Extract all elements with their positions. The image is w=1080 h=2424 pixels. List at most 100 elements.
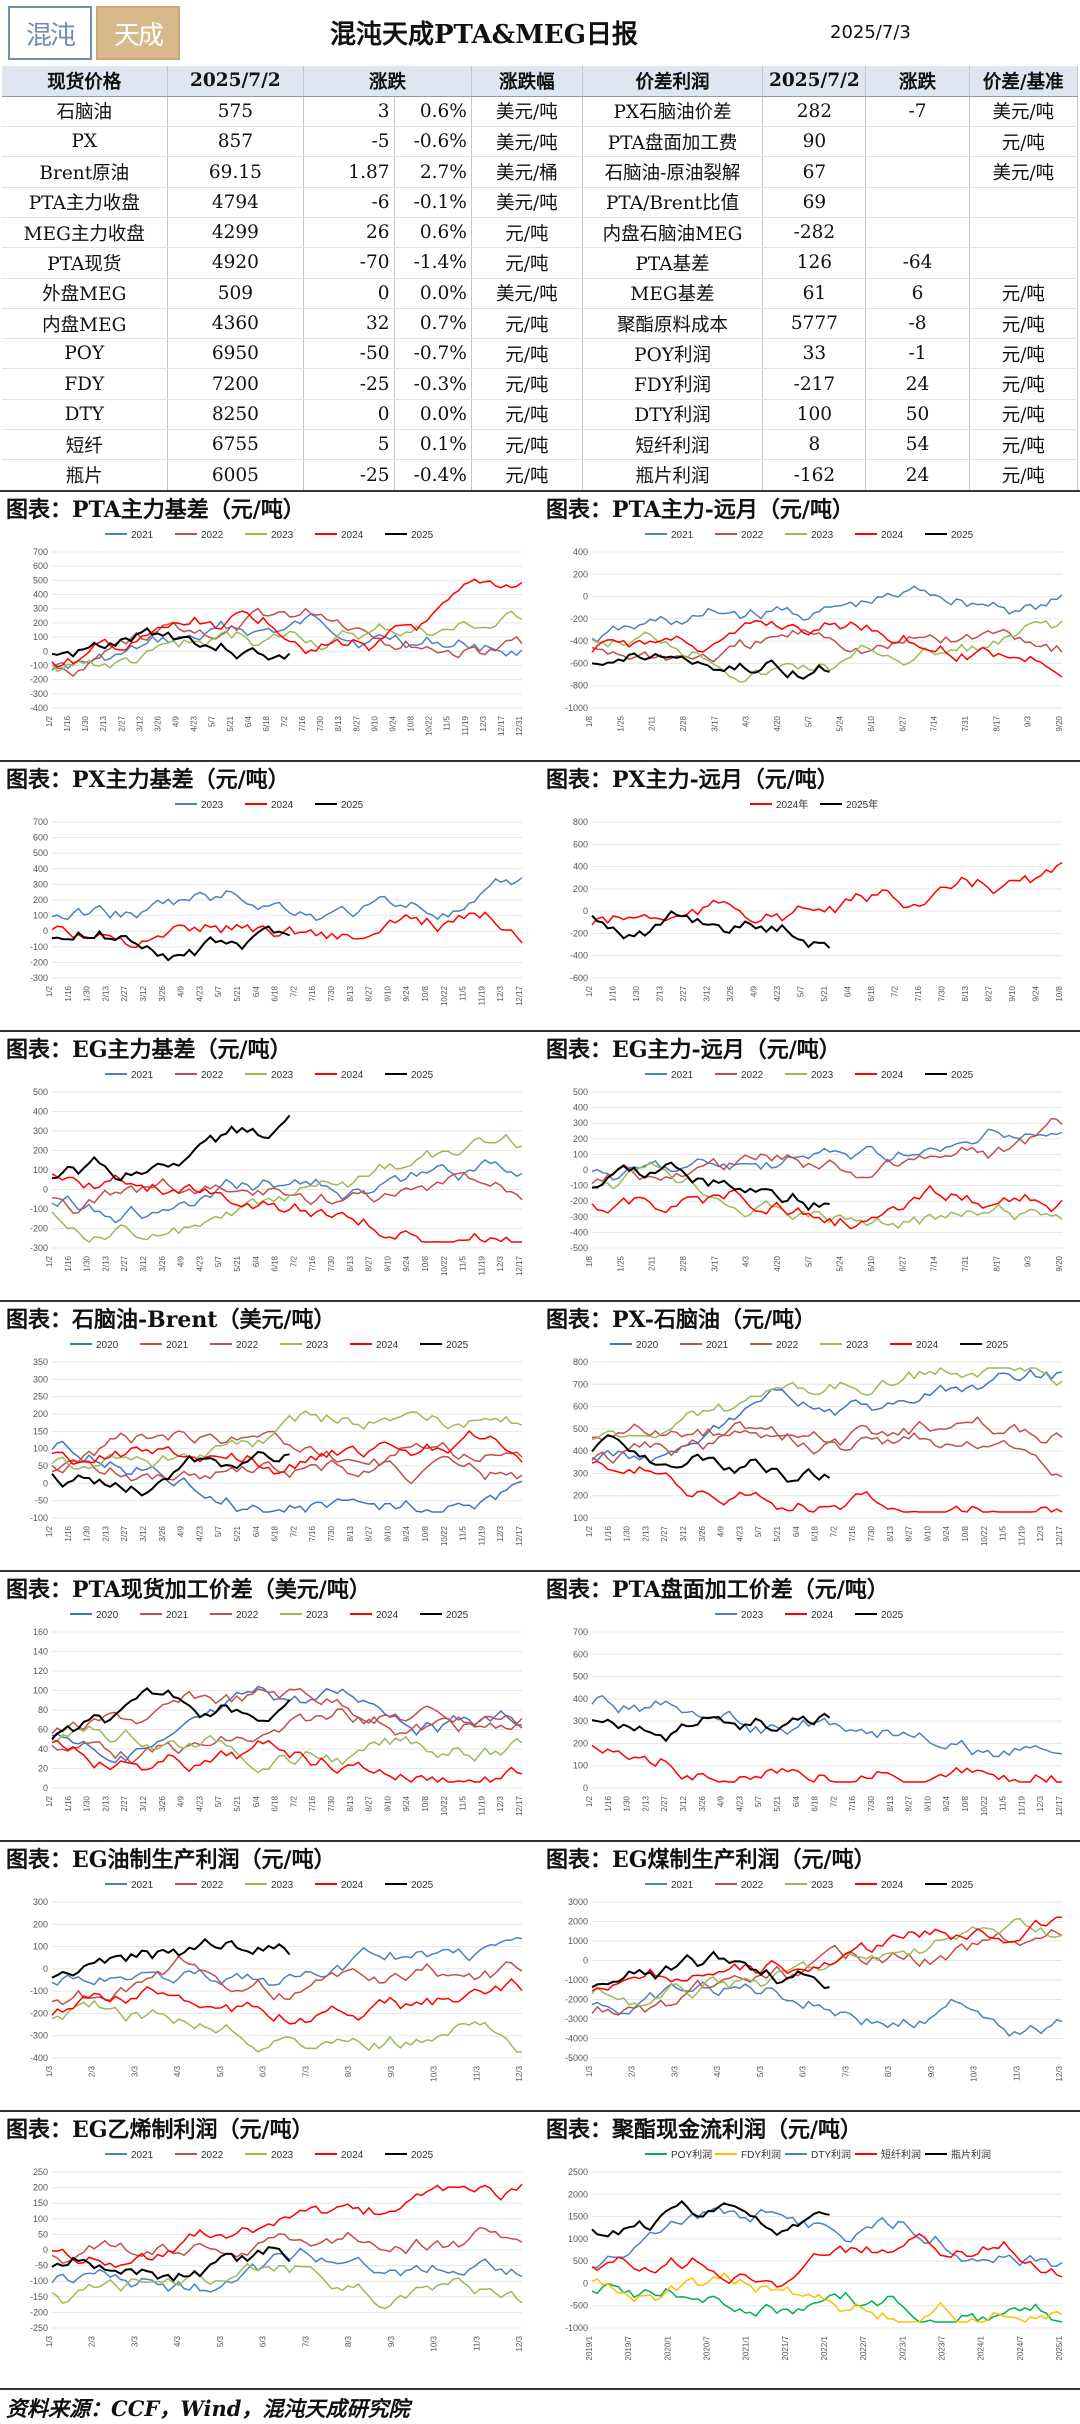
table-cell: 0.0% [394, 278, 472, 309]
legend-entry: 2022 [175, 1070, 224, 1081]
y-tick-label: 600 [573, 1649, 588, 1659]
x-tick-label: 1/2 [585, 985, 594, 997]
chart-panel: 图表：PX主力基差（元/吨） 2023 2024 2025 700 600 500 400 30… [0, 760, 540, 1030]
legend-label: 2022 [236, 1340, 259, 1351]
table-cell: -6 [303, 187, 395, 218]
y-tick-label: 700 [33, 547, 48, 557]
legend-label: 2025 [411, 1070, 434, 1081]
table-cell: -25 [303, 368, 395, 400]
legend-entry: 2025 [385, 2150, 434, 2161]
x-tick-label: 10/8 [961, 1795, 970, 1811]
chart-panel: 图表：EG乙烯制利润（元/吨） 2021 2022 2023 2024 2025 250 20… [0, 2110, 540, 2380]
x-tick-label: 1/30 [83, 985, 92, 1001]
x-tick-label: 8/17 [992, 1255, 1001, 1271]
chart-title: 图表：聚酯现金流利润（元/吨） [546, 2117, 863, 2143]
series-line [591, 1366, 1063, 1441]
x-tick-label: 4/23 [195, 1525, 204, 1541]
table-cell: 4920 [167, 247, 305, 279]
table-cell: 元/吨 [471, 217, 583, 249]
legend-entry: 2022 [175, 1880, 224, 1891]
chart-title: 图表：PTA主力-远月（元/吨） [546, 497, 854, 523]
chart-panel: 图表：EG主力基差（元/吨） 2021 2022 2023 2024 2025 500 400… [0, 1030, 540, 1300]
legend-label: 2025 [951, 1070, 974, 1081]
table-cell: 54 [865, 429, 970, 461]
x-tick-label: 7/2 [289, 1795, 298, 1807]
y-tick-label: 100 [573, 1513, 588, 1523]
x-tick-label: 3/26 [726, 985, 735, 1001]
x-tick-label: 5/21 [773, 1525, 782, 1541]
x-tick-label: 4/3 [742, 1255, 751, 1267]
x-tick-label: 1/30 [81, 715, 90, 731]
y-tick-label: -800 [570, 681, 588, 691]
x-tick-label: 7/30 [327, 985, 336, 1001]
x-tick-label: 7/30 [938, 985, 947, 1001]
x-tick-label: 7/14 [930, 1255, 939, 1271]
x-tick-label: 12/3 [515, 2065, 524, 2081]
x-tick-label: 4/23 [195, 1795, 204, 1811]
x-tick-label: 6/18 [271, 1255, 280, 1271]
y-tick-label: -600 [570, 658, 588, 668]
x-tick-label: 2/27 [120, 1795, 129, 1811]
table-cell [865, 126, 970, 158]
y-tick-label: 100 [573, 1149, 588, 1159]
x-tick-label: 7/30 [316, 715, 325, 731]
series-line [51, 1171, 523, 1214]
series-line [51, 1937, 291, 1979]
legend-label: 2023 [271, 2150, 294, 2161]
x-tick-label: 5/21 [233, 1525, 242, 1541]
y-tick-label: -200 [30, 675, 48, 685]
x-tick-label: 7/16 [308, 1525, 317, 1541]
chart-plot: 2023 2024 2025 700 600 500 400 300 200 100 0 -100 -2… [30, 800, 524, 1006]
table-cell: 美元/吨 [471, 278, 583, 309]
y-tick-label: 200 [573, 569, 588, 579]
legend-entry: 2023 [280, 1340, 329, 1351]
table-cell: 元/吨 [471, 338, 583, 370]
series-line [591, 1161, 1063, 1229]
table-cell: 6005 [167, 459, 305, 491]
x-tick-label: 2025/1 [1055, 2335, 1064, 2360]
x-tick-label: 9/24 [1032, 985, 1041, 1001]
table-cell [865, 187, 970, 218]
x-tick-label: 3/26 [158, 1795, 167, 1811]
table-cell: DTY利润 [582, 399, 764, 431]
table-cell: -0.3% [394, 368, 472, 400]
chart-title: 图表：PTA盘面加工价差（元/吨） [546, 1577, 889, 1603]
x-tick-label: 1/2 [45, 1525, 54, 1537]
table-cell: POY [2, 338, 168, 370]
table-cell: 元/吨 [969, 368, 1079, 400]
x-tick-label: 6/4 [252, 985, 261, 997]
header-change: 涨跌 [303, 66, 472, 97]
x-tick-label: 4/20 [773, 1255, 782, 1271]
x-tick-label: 2/13 [101, 1255, 110, 1271]
x-tick-label: 1/16 [609, 985, 618, 1001]
x-tick-label: 1/16 [64, 1525, 73, 1541]
x-tick-label: 5/3 [756, 2065, 765, 2077]
x-tick-label: 2024/7 [1016, 2335, 1025, 2360]
chart-plot: 2020 2021 2022 2023 2024 2025 800 700 600 500 400 3… [573, 1340, 1064, 1546]
x-tick-label: 4/23 [190, 715, 199, 731]
series-line [51, 613, 523, 671]
table-cell: 元/吨 [471, 429, 583, 461]
series-line [51, 627, 291, 661]
legend-label: 2023 [271, 1070, 294, 1081]
x-tick-label: 8/27 [365, 1795, 374, 1811]
x-tick-label: 4/9 [717, 1795, 726, 1807]
x-tick-label: 12/3 [1055, 2065, 1064, 2081]
y-tick-label: 500 [33, 1087, 48, 1097]
x-tick-label: 2/3 [88, 2065, 97, 2077]
y-tick-label: -50 [35, 1496, 48, 1506]
y-tick-label: 300 [573, 1716, 588, 1726]
x-tick-label: 11/5 [443, 715, 452, 731]
legend-entry: 2023 [245, 1880, 294, 1891]
legend-label: 2021 [131, 1070, 154, 1081]
legend-entry: 2025年 [820, 798, 878, 811]
table-cell: 509 [167, 278, 305, 309]
x-tick-label: 2/13 [101, 1795, 110, 1811]
x-tick-label: 1/2 [585, 1795, 594, 1807]
series-line [591, 620, 1063, 683]
series-line [51, 2247, 523, 2293]
chart-plot: 2023 2024 2025 700 600 500 400 300 200 100 0 1/2 1/1… [573, 1610, 1064, 1816]
y-tick-label: 150 [33, 2198, 48, 2208]
table-cell: -1 [865, 338, 970, 370]
x-tick-label: 8/13 [346, 1525, 355, 1541]
